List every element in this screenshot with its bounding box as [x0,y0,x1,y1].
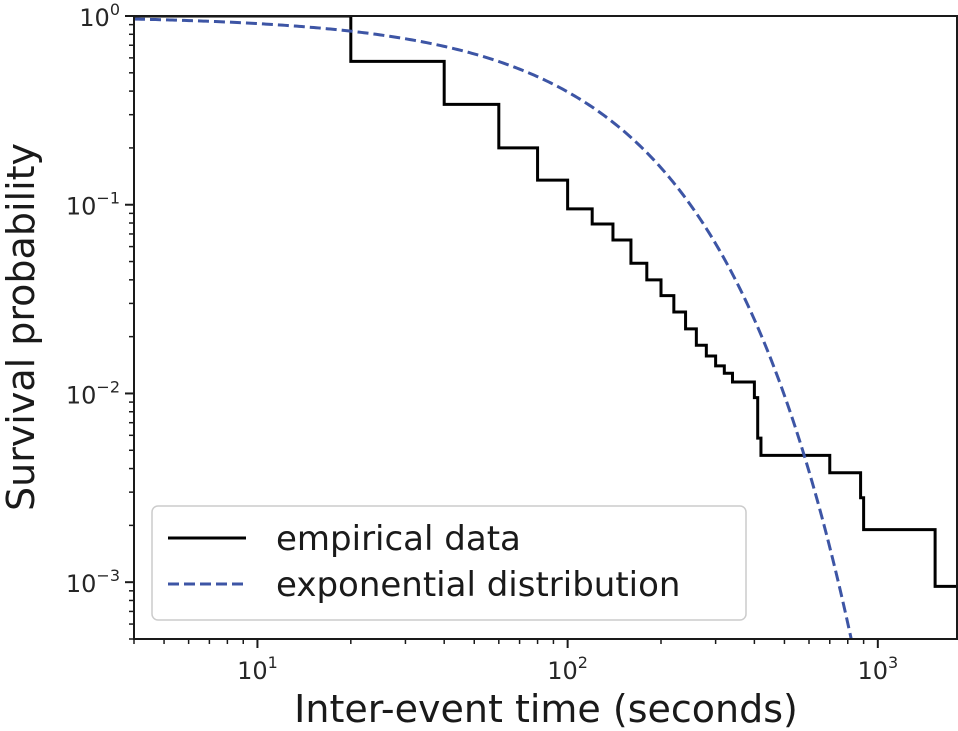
legend-label-exponential: exponential distribution [276,565,680,605]
plot-series [134,16,957,639]
y-tick-label: 10−1 [66,189,120,221]
plot-frame [133,15,958,640]
x-axis-ticks: 101 102 103 [133,639,898,685]
legend: empirical data exponential distribution [151,505,747,621]
x-tick-label: 103 [857,653,898,685]
y-tick-label: 10−3 [66,566,120,598]
legend-box [151,505,747,621]
y-tick-label: 10−2 [66,377,120,409]
y-tick-label: 100 [79,0,120,32]
y-axis-title: Survival probability [0,143,43,511]
x-tick-label: 101 [237,653,278,685]
empirical-data-line [134,16,957,588]
exponential-distribution-line [134,17,853,639]
y-axis-ticks: 100 10−1 10−2 10−3 [66,0,134,640]
legend-label-empirical: empirical data [276,519,521,559]
x-axis-title: Inter-event time (seconds) [294,687,798,731]
x-tick-label: 102 [547,653,588,685]
